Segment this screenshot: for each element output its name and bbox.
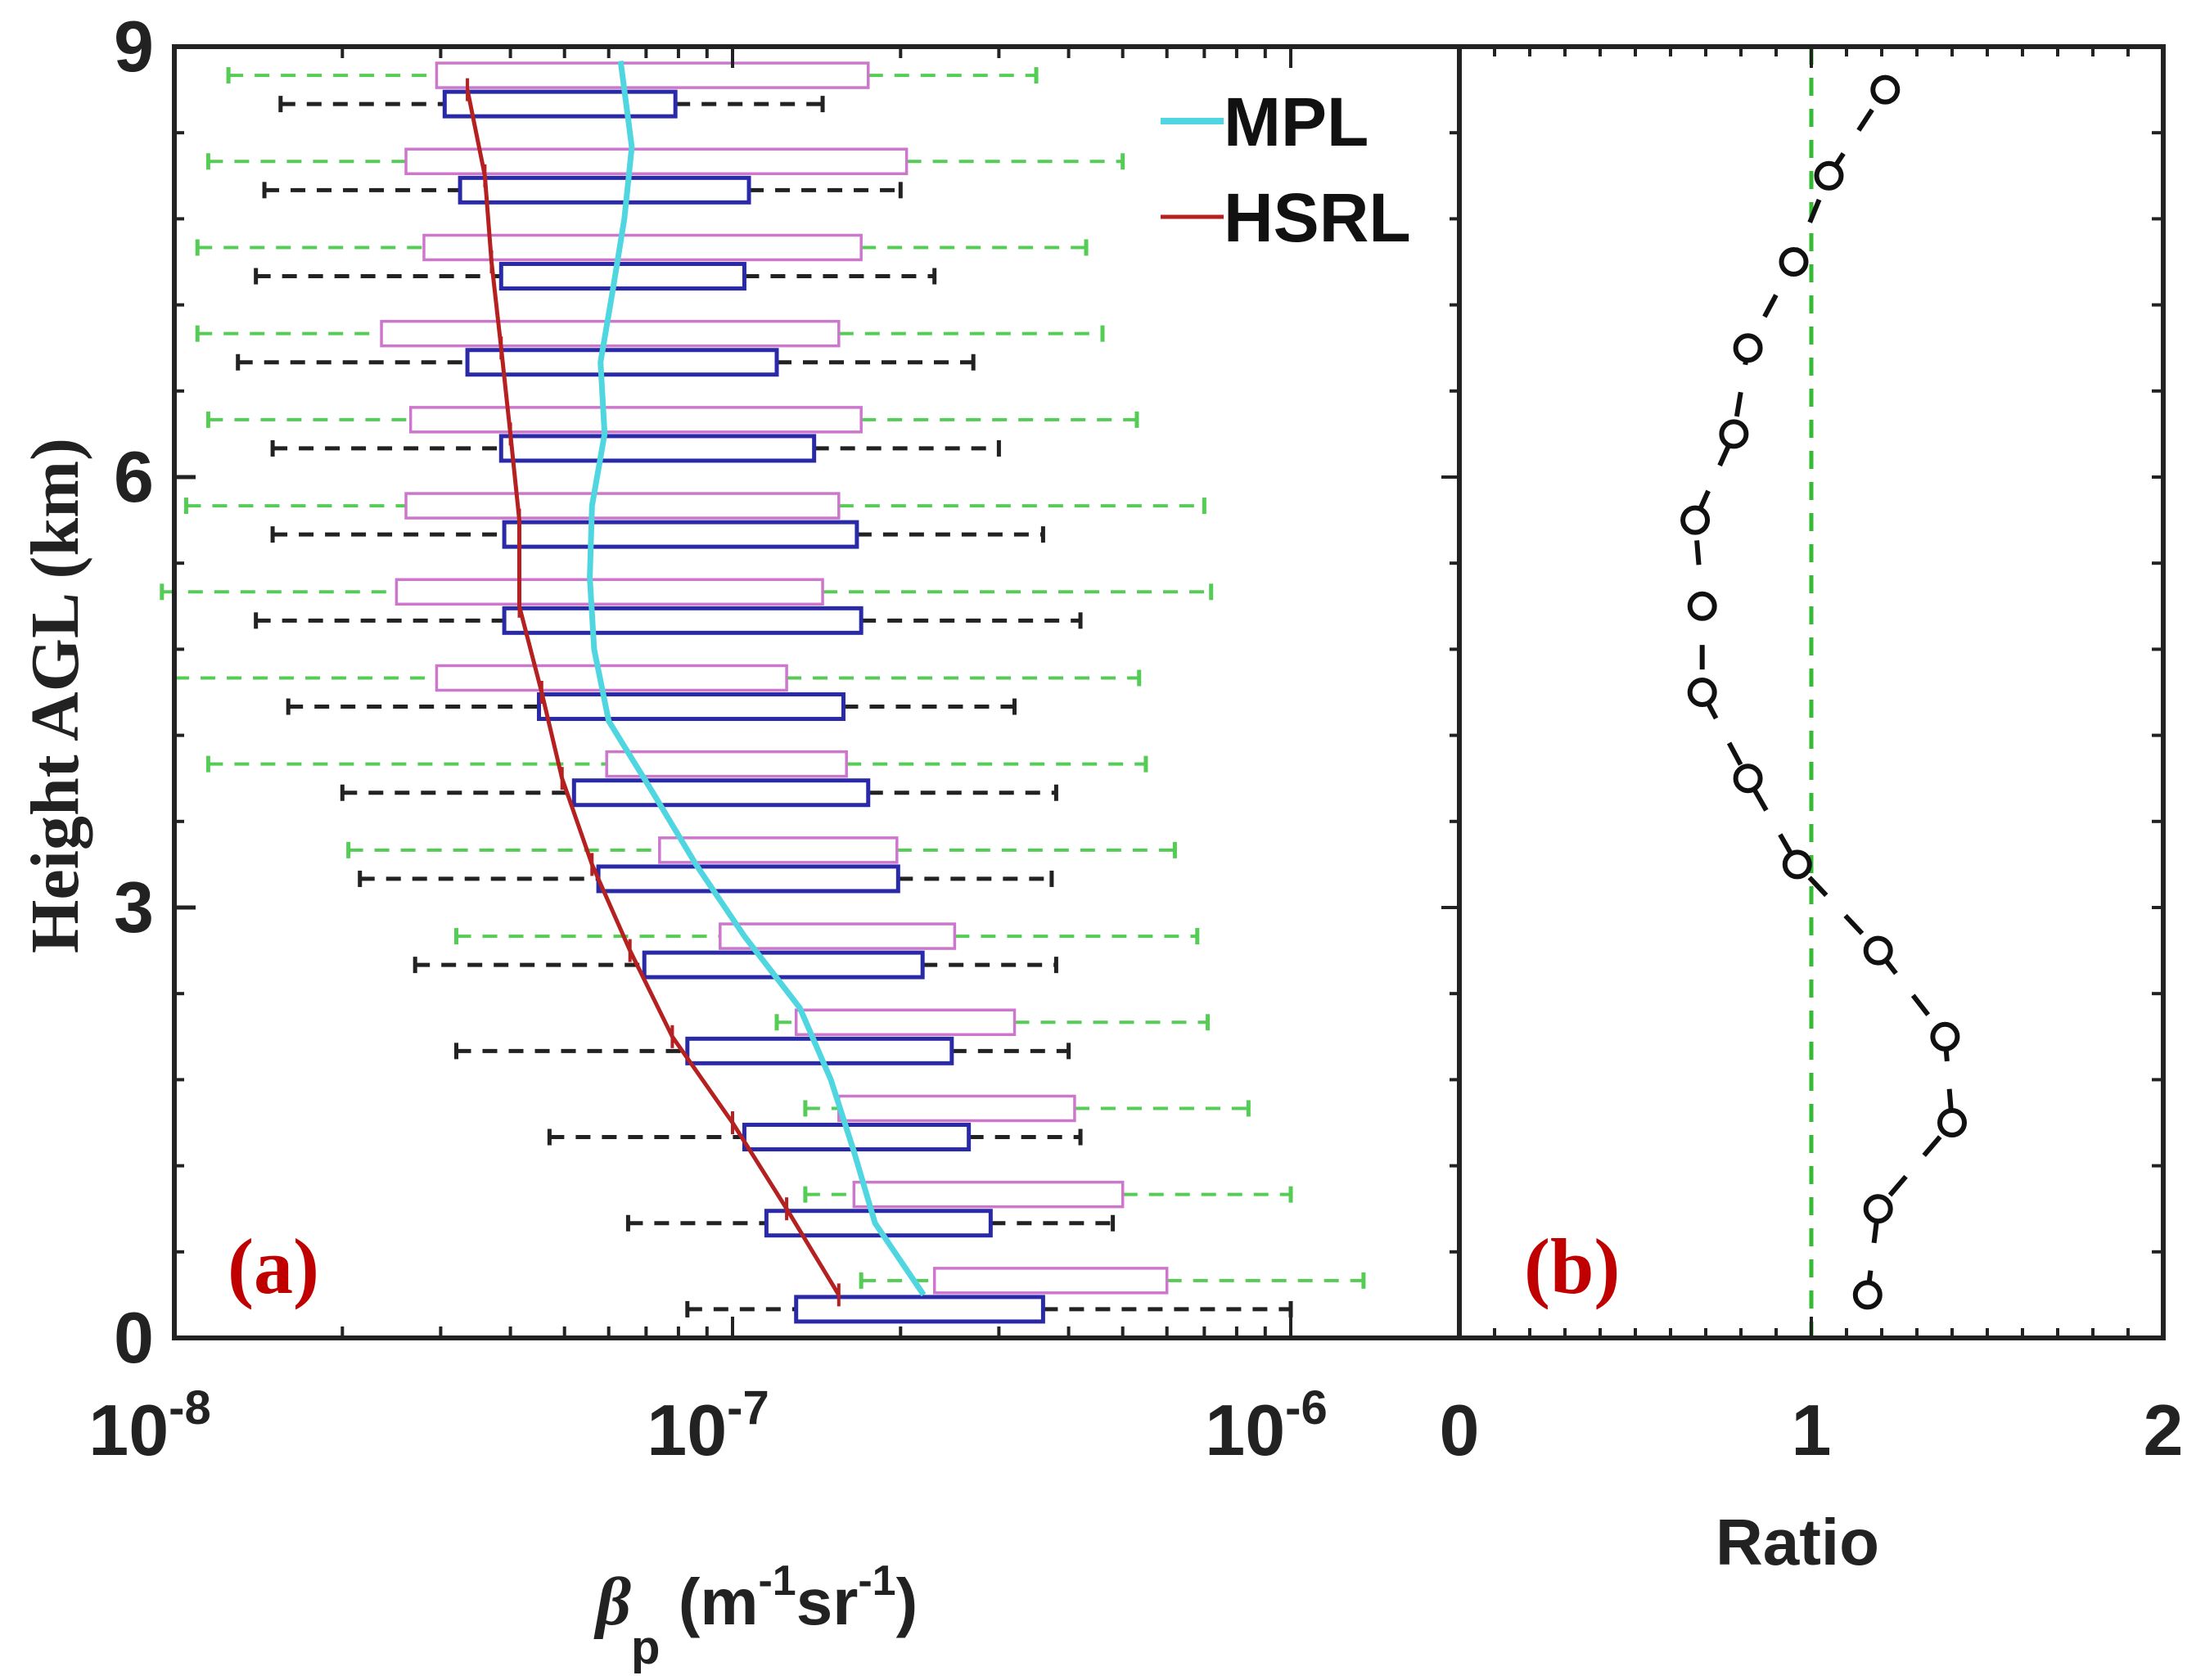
ratio-point bbox=[1733, 763, 1763, 794]
hsrl-box bbox=[498, 262, 746, 291]
panel-a-label: (a) bbox=[228, 1223, 319, 1310]
x-tick-exponent: -8 bbox=[169, 1381, 211, 1435]
hsrl-median-line bbox=[465, 89, 841, 1296]
mpl-box bbox=[435, 664, 788, 692]
mpl-median-line bbox=[587, 61, 927, 1297]
ratio-point bbox=[1814, 160, 1844, 191]
units-open: (m bbox=[660, 1565, 758, 1638]
hsrl-box bbox=[502, 606, 864, 635]
ratio-point bbox=[1687, 591, 1717, 621]
units-exp1: -1 bbox=[758, 1557, 796, 1605]
ratio-point bbox=[1870, 74, 1901, 105]
x-tick-base: 10 bbox=[1205, 1389, 1285, 1471]
beta-subscript: p bbox=[631, 1621, 660, 1674]
x-tick-exponent: -6 bbox=[1285, 1381, 1328, 1435]
y-tick-label: 3 bbox=[114, 867, 154, 948]
mpl-box bbox=[719, 922, 957, 950]
b-ticklabels-layer: 0 1 2 bbox=[1440, 1389, 2184, 1471]
hsrl-box bbox=[571, 778, 871, 808]
x-tick-label: 10-7 bbox=[647, 1381, 769, 1471]
x-tick-exponent: -7 bbox=[727, 1381, 769, 1435]
mpl-box bbox=[404, 147, 909, 176]
ratio-point bbox=[1687, 678, 1717, 707]
b-series-layer bbox=[1680, 74, 1967, 1310]
panel-b: 0 1 2 (b) Ratio bbox=[1440, 44, 2184, 1579]
legend: MPL HSRL bbox=[1161, 83, 1411, 256]
beta-symbol: β bbox=[593, 1564, 631, 1640]
mpl-box bbox=[380, 319, 841, 348]
mpl-box bbox=[932, 1267, 1169, 1295]
mpl-box bbox=[852, 1180, 1125, 1209]
ratio-point bbox=[1937, 1108, 1967, 1137]
ratio-line bbox=[1693, 88, 1955, 1295]
hsrl-box bbox=[764, 1209, 993, 1238]
y-tick-label: 6 bbox=[114, 436, 154, 517]
hsrl-box bbox=[536, 692, 845, 722]
mpl-box bbox=[658, 836, 899, 864]
hsrl-box bbox=[458, 175, 751, 205]
x-tick-base: 10 bbox=[88, 1389, 169, 1471]
ratio-point bbox=[1779, 247, 1809, 277]
ratio-point bbox=[1863, 935, 1893, 966]
hsrl-box bbox=[498, 434, 817, 463]
ratio-x-tick-label: 1 bbox=[1792, 1389, 1832, 1471]
units-exp2: -1 bbox=[858, 1557, 895, 1605]
x-tick-base: 10 bbox=[647, 1389, 727, 1471]
ratio-x-tick-label: 2 bbox=[2144, 1389, 2184, 1471]
hsrl-box bbox=[442, 89, 678, 119]
mpl-box bbox=[422, 233, 863, 262]
ratio-point bbox=[1733, 333, 1763, 363]
hsrl-box bbox=[502, 520, 859, 549]
mpl-box bbox=[435, 61, 870, 89]
x-axis-label-b: Ratio bbox=[1716, 1506, 1879, 1579]
ratio-point bbox=[1863, 1194, 1893, 1224]
y-axis-label: Height AGL (km) bbox=[17, 438, 93, 953]
mpl-box bbox=[395, 578, 824, 606]
a-lines-layer bbox=[465, 61, 927, 1307]
mpl-box bbox=[837, 1094, 1076, 1123]
ratio-point bbox=[1719, 419, 1749, 449]
ratio-point bbox=[1852, 1280, 1883, 1310]
legend-hsrl-label: HSRL bbox=[1224, 179, 1411, 256]
hsrl-box bbox=[794, 1295, 1045, 1324]
x-tick-label: 10-6 bbox=[1205, 1381, 1327, 1471]
legend-mpl-label: MPL bbox=[1224, 83, 1369, 160]
x-axis-label-a: βp (m-1sr-1) bbox=[593, 1557, 918, 1674]
a-whiskers-layer bbox=[160, 67, 1366, 1317]
y-tick-label: 9 bbox=[114, 6, 154, 87]
mpl-box bbox=[794, 1008, 1017, 1037]
hsrl-box bbox=[685, 1036, 954, 1065]
ratio-x-tick-label: 0 bbox=[1440, 1389, 1480, 1471]
hsrl-box bbox=[465, 348, 779, 377]
hsrl-box bbox=[742, 1123, 972, 1152]
hsrl-box bbox=[596, 864, 900, 894]
b-ticks-layer bbox=[1458, 45, 2165, 1340]
y-tick-label: 0 bbox=[114, 1297, 154, 1378]
units-close: ) bbox=[896, 1565, 918, 1638]
ratio-point bbox=[1782, 849, 1812, 880]
panel-b-label: (b) bbox=[1524, 1223, 1620, 1310]
x-tick-label: 10-8 bbox=[88, 1381, 210, 1471]
a-boxes-layer bbox=[380, 61, 1169, 1324]
hsrl-box bbox=[642, 950, 925, 980]
mpl-box bbox=[408, 406, 863, 434]
units-sr: sr bbox=[796, 1565, 859, 1638]
mpl-box bbox=[404, 492, 841, 520]
ratio-point bbox=[1680, 505, 1711, 535]
ratio-point bbox=[1930, 1021, 1960, 1052]
mpl-box bbox=[605, 750, 848, 778]
